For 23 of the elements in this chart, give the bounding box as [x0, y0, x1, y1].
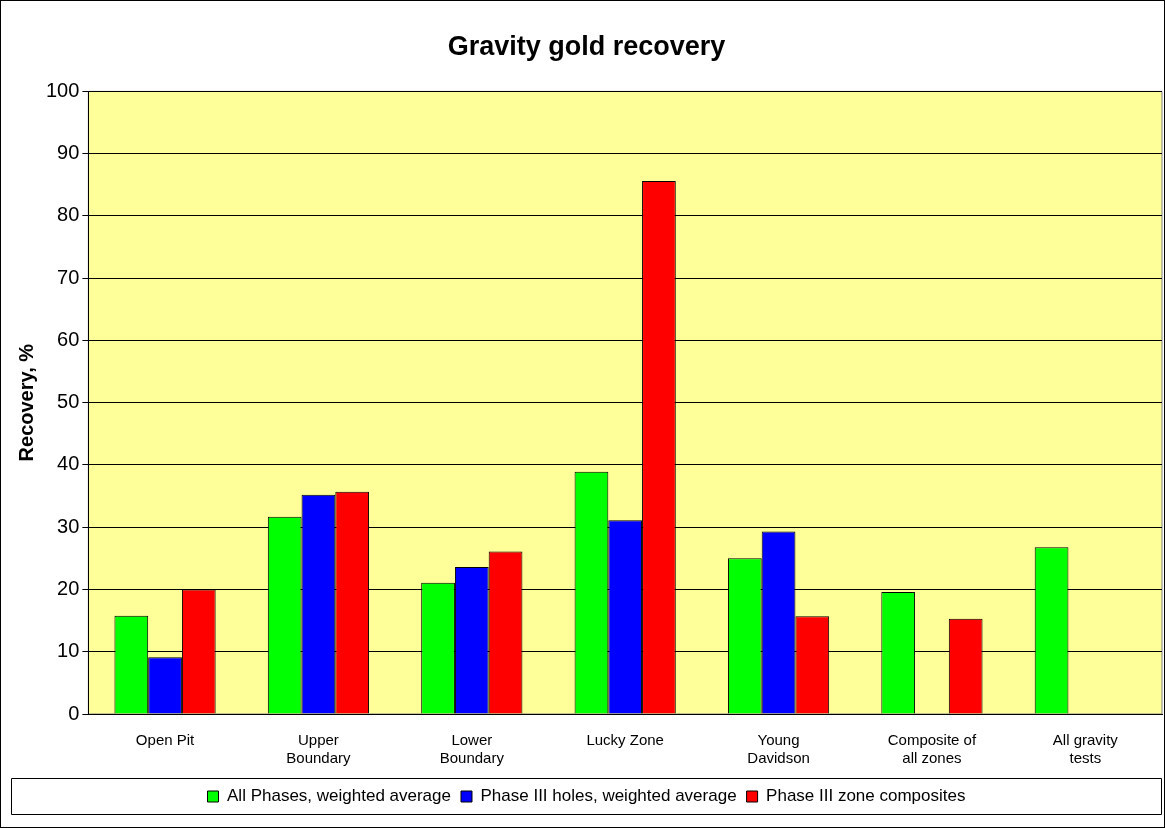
y-tick-label: 10: [57, 639, 80, 662]
y-tick-label: 70: [57, 265, 80, 288]
y-tick-label: 80: [57, 203, 80, 226]
x-tick-label: Open Pit: [135, 731, 196, 749]
y-tick-label: 90: [57, 141, 80, 164]
legend-label: All Phases, weighted average: [227, 786, 451, 806]
x-tick-label: Lucky Zone: [586, 731, 664, 749]
x-tick-label: Upper Boundary: [286, 731, 352, 767]
legend-label: Phase III zone composites: [766, 786, 966, 806]
y-tick-label: 100: [45, 78, 80, 101]
y-tick-label: 20: [57, 577, 80, 599]
y-tick-label: 50: [57, 390, 80, 413]
y-tick-label: 30: [57, 514, 80, 537]
x-tick-label: Lower Boundary: [439, 731, 505, 767]
y-tick-label: 40: [57, 452, 80, 475]
x-tick-label: Composite of all zones: [887, 731, 977, 767]
x-tick-label: All gravity tests: [1052, 731, 1119, 767]
y-tick-label: 60: [57, 327, 80, 350]
x-tick-label: Young Davidson: [747, 731, 810, 767]
legend-label: Phase III holes, weighted average: [480, 786, 737, 806]
y-tick-label: 0: [68, 701, 80, 724]
chart-title: Gravity gold recovery: [447, 30, 726, 61]
y-axis-title: Recovery, %: [14, 343, 37, 462]
